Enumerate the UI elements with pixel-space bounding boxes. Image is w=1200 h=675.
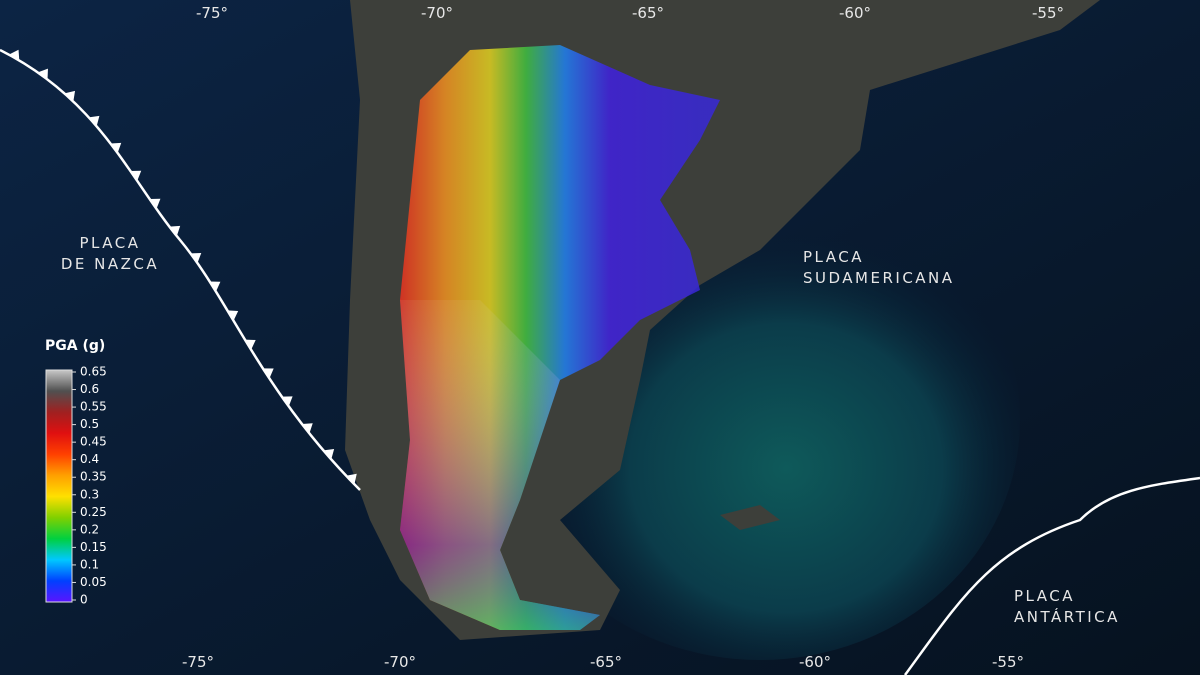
legend-tick-label: 0.55 [80, 400, 107, 414]
trench-tooth [37, 68, 48, 80]
trench-teeth [8, 49, 357, 485]
pga-heatmap-south [400, 300, 600, 630]
legend-tick-label: 0.6 [80, 382, 99, 396]
legend-tick-label: 0 [80, 593, 88, 607]
legend-tick-label: 0.35 [80, 470, 107, 484]
longitude-label: -55° [1032, 4, 1064, 22]
longitude-label: -60° [799, 653, 831, 671]
trench-tooth [169, 225, 181, 237]
trench-tooth [149, 198, 161, 209]
legend-tick-label: 0.15 [80, 540, 107, 554]
legend-tick-label: 0.1 [80, 557, 99, 571]
longitude-label: -70° [384, 653, 416, 671]
legend-tick-label: 0.2 [80, 522, 99, 536]
trench-tooth [64, 90, 76, 102]
bottom-longitudes: -75° -70° -65° -60° -55° [182, 653, 1024, 671]
trench-tooth [130, 170, 142, 181]
legend-tick-label: 0.05 [80, 575, 107, 589]
longitude-label: -65° [590, 653, 622, 671]
trench-tooth [88, 115, 100, 127]
longitude-label: -75° [182, 653, 214, 671]
trench-tooth [262, 368, 274, 379]
top-longitudes: -75° -70° -65° -60° -55° [196, 4, 1064, 22]
longitude-label: -65° [632, 4, 664, 22]
trench-tooth [301, 423, 313, 434]
antarctic-boundary [903, 476, 1200, 675]
legend-tick-label: 0.3 [80, 487, 99, 501]
longitude-label: -60° [839, 4, 871, 22]
trench-tooth [244, 339, 256, 350]
plate-label: PLACA [80, 234, 141, 252]
longitude-label: -70° [421, 4, 453, 22]
trench-tooth [190, 252, 202, 264]
trench-tooth [110, 142, 122, 154]
trench-tooth [346, 473, 357, 485]
legend-title: PGA (g) [45, 338, 105, 354]
longitude-label: -55° [992, 653, 1024, 671]
trench-tooth [209, 281, 221, 292]
trench-tooth [227, 310, 239, 321]
legend: PGA (g) 0 0.05 0.1 0.15 0.2 0.25 0.3 0.35 0.4 0.4… [45, 338, 107, 607]
longitude-label: -75° [196, 4, 228, 22]
legend-tick-label: 0.65 [80, 365, 107, 379]
legend-tick-label: 0.25 [80, 505, 107, 519]
trench-tooth [323, 449, 335, 460]
malvinas [720, 505, 780, 530]
trench-tooth [8, 49, 20, 61]
plate-label: SUDAMERICANA [803, 269, 955, 287]
plate-labels: PLACA DE NAZCA PLACA SUDAMERICANA PLACA ANTÁR… [61, 234, 1120, 626]
legend-tick-label: 0.5 [80, 417, 99, 431]
trench-tooth [281, 396, 293, 407]
color-scale [45, 369, 73, 603]
plate-label: PLACA [1014, 587, 1075, 605]
plate-label: ANTÁRTICA [1014, 607, 1120, 626]
plate-label: PLACA [803, 248, 864, 266]
legend-tick-label: 0.45 [80, 435, 107, 449]
legend-tick-label: 0.4 [80, 452, 99, 466]
plate-label: DE NAZCA [61, 255, 159, 273]
legend-ticks: 0 0.05 0.1 0.15 0.2 0.25 0.3 0.35 0.4 0.45 0.5 0.55… [72, 365, 107, 607]
